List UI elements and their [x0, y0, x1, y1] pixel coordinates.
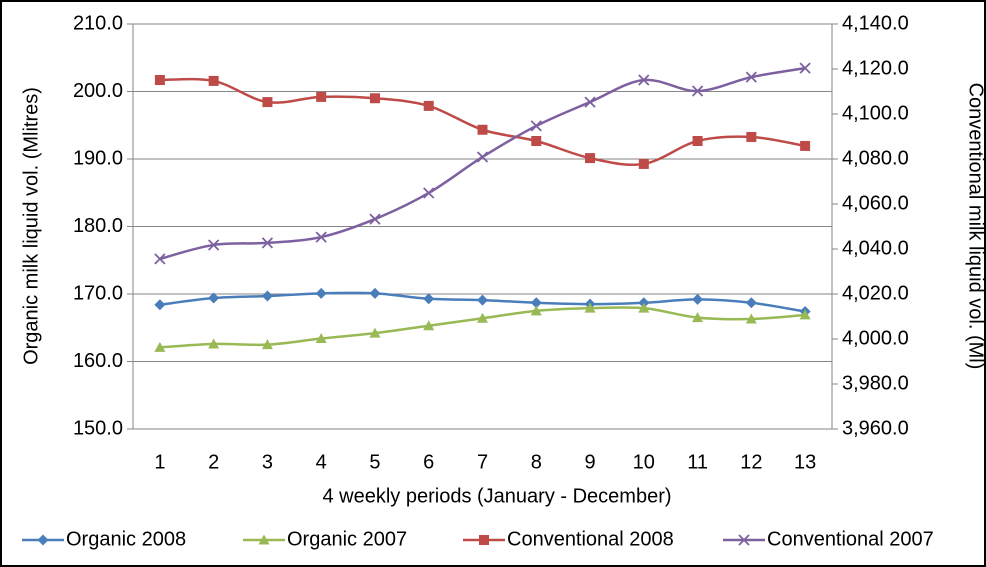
marker: [638, 302, 650, 313]
marker: [208, 239, 220, 251]
x-tick-label: 7: [477, 451, 488, 473]
marker: [745, 71, 757, 83]
y-tick-label: 150.0: [73, 417, 123, 439]
x-tick-label: 13: [794, 451, 816, 473]
x-tick-label: 6: [423, 451, 434, 473]
y2-tick-label: 4,000.0: [842, 327, 909, 349]
marker: [477, 312, 488, 323]
marker: [738, 534, 750, 546]
marker: [476, 151, 489, 163]
marker: [315, 231, 327, 243]
marker: [691, 85, 704, 97]
marker: [315, 333, 327, 344]
marker: [208, 75, 219, 86]
marker: [423, 187, 435, 199]
marker: [585, 153, 596, 164]
y2-axis-title: Conventional milk liquid vol. (Ml): [965, 83, 986, 370]
x-tick-label: 2: [208, 451, 219, 473]
y2-tick-label: 4,060.0: [842, 192, 909, 214]
marker: [208, 292, 220, 304]
marker: [584, 96, 596, 108]
marker: [638, 158, 649, 169]
x-tick-label: 4: [316, 451, 327, 473]
marker: [261, 339, 273, 350]
y-tick-label: 170.0: [73, 282, 123, 304]
x-axis-title: 4 weekly periods (January - December): [322, 485, 671, 507]
y2-tick-label: 4,100.0: [842, 102, 909, 124]
marker: [584, 302, 596, 313]
marker: [800, 140, 811, 151]
legend-label: Organic 2008: [66, 528, 186, 550]
y2-tick-label: 4,120.0: [842, 57, 909, 79]
marker: [262, 97, 273, 108]
y2-tick-label: 4,080.0: [842, 147, 909, 169]
marker: [154, 253, 166, 265]
marker: [315, 287, 327, 299]
marker: [799, 62, 811, 74]
x-tick-label: 11: [687, 451, 708, 473]
x-tick-label: 8: [531, 451, 542, 473]
marker: [258, 534, 270, 545]
legend-label: Organic 2007: [287, 528, 407, 550]
marker: [37, 534, 49, 546]
y-tick-label: 180.0: [73, 215, 123, 237]
marker: [746, 131, 757, 142]
marker: [530, 120, 542, 132]
marker: [261, 290, 273, 302]
marker: [154, 299, 166, 311]
marker: [530, 305, 542, 316]
marker: [423, 293, 435, 305]
x-tick-label: 3: [262, 451, 273, 473]
legend-label: Conventional 2008: [507, 528, 674, 550]
y-tick-label: 190.0: [73, 147, 123, 169]
marker: [530, 297, 542, 309]
x-tick-label: 5: [369, 451, 380, 473]
y-axis-title: Organic milk liquid vol. (Mlitres): [20, 87, 42, 365]
marker: [369, 287, 381, 299]
y2-tick-label: 3,960.0: [842, 417, 909, 439]
marker: [369, 327, 381, 338]
marker: [477, 124, 488, 135]
y2-tick-label: 3,980.0: [842, 372, 909, 394]
x-tick-label: 1: [154, 451, 165, 473]
x-tick-label: 9: [584, 451, 595, 473]
marker: [316, 91, 327, 102]
marker: [423, 100, 434, 111]
marker: [477, 294, 488, 306]
x-tick-label: 10: [633, 451, 655, 473]
y-tick-label: 200.0: [73, 80, 123, 102]
marker: [692, 312, 704, 323]
marker: [369, 93, 380, 104]
marker: [638, 74, 650, 86]
marker: [423, 320, 435, 331]
marker: [745, 313, 757, 324]
marker: [208, 338, 220, 349]
marker: [154, 341, 166, 352]
x-tick-label: 12: [740, 451, 762, 473]
marker: [745, 297, 757, 309]
y-tick-label: 210.0: [73, 12, 123, 34]
marker: [154, 75, 165, 86]
marker: [799, 309, 811, 320]
y-tick-label: 160.0: [73, 350, 123, 372]
marker: [531, 136, 542, 146]
y2-tick-label: 4,140.0: [842, 12, 909, 34]
marker: [479, 535, 489, 545]
marker: [261, 237, 274, 249]
marker: [369, 213, 381, 225]
marker: [692, 293, 704, 305]
legend-label: Conventional 2007: [767, 528, 934, 550]
marker: [692, 136, 703, 146]
y2-tick-label: 4,040.0: [842, 237, 909, 259]
y2-tick-label: 4,020.0: [842, 282, 909, 304]
